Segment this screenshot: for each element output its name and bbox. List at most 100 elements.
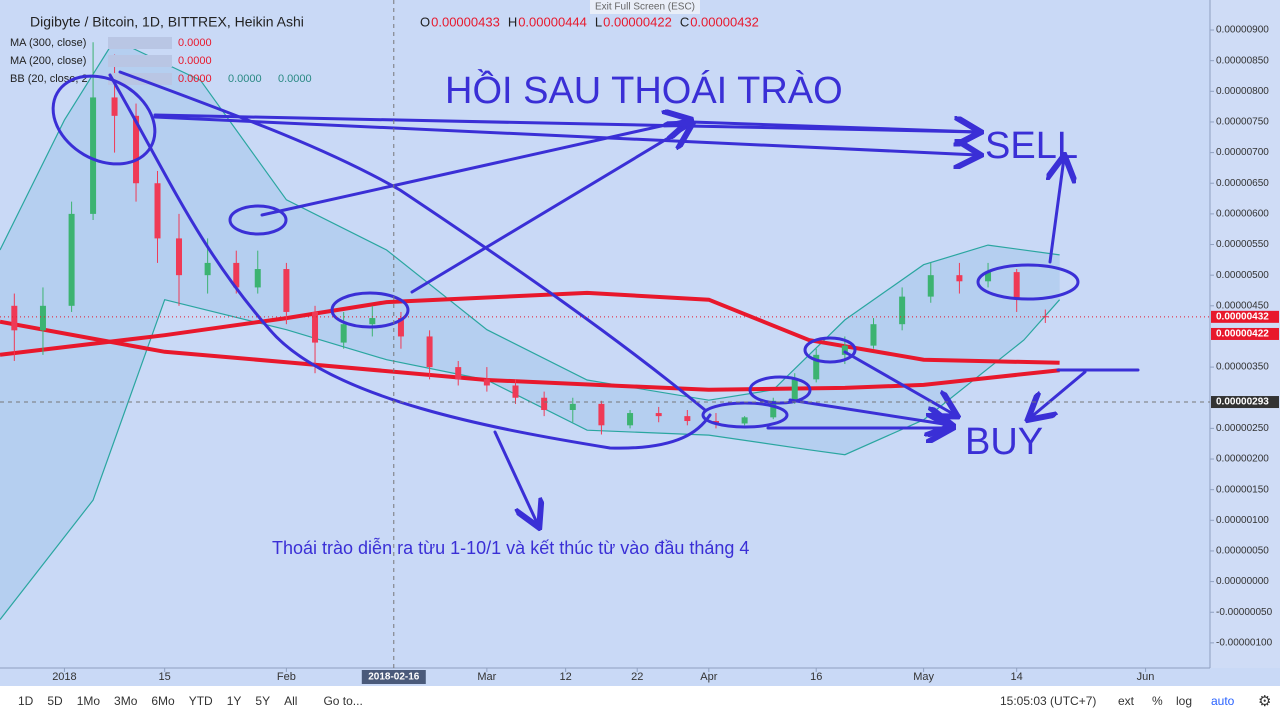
legend-value: 0.0000 (178, 37, 212, 49)
candle-body (627, 413, 634, 426)
candle-body (233, 262, 240, 288)
candle-body (598, 403, 605, 426)
y-tick-label: -0.00000100 (1216, 638, 1273, 649)
circle (803, 336, 857, 364)
loop (118, 70, 707, 412)
x-tick-label: Feb (277, 671, 296, 683)
legend-icons[interactable] (108, 55, 172, 67)
candle-body (39, 305, 46, 331)
candle-body (512, 385, 519, 398)
candle-body (541, 397, 548, 410)
legend-value: 0.0000 (278, 73, 312, 85)
range-button[interactable]: 1Mo (77, 694, 101, 708)
candle-body (133, 115, 140, 184)
exit-fullscreen[interactable] (590, 0, 700, 14)
range-button[interactable]: 5Y (255, 694, 270, 708)
arrow (153, 113, 978, 132)
chart-option[interactable]: auto (1211, 694, 1235, 708)
ohlc-value: 0.00000422 (603, 14, 672, 29)
price-tag (1211, 396, 1279, 409)
candle-body (340, 324, 347, 343)
range-button[interactable]: 3Mo (114, 694, 138, 708)
candle-body (899, 296, 906, 325)
legend-icons[interactable] (108, 37, 172, 49)
loop (108, 73, 712, 450)
range-button[interactable]: All (284, 694, 297, 708)
candle-body (397, 318, 404, 337)
y-tick-label: 0.00000500 (1216, 270, 1269, 281)
arrow (153, 115, 978, 155)
circle (330, 291, 410, 329)
ohlc-label: H (508, 14, 517, 29)
arrow (493, 430, 538, 525)
x-tick-label: 22 (631, 671, 643, 683)
exit-fullscreen-label[interactable]: Exit Full Screen (ESC) (595, 2, 695, 13)
range-button[interactable]: 1Y (227, 694, 242, 708)
x-tick-label: 12 (559, 671, 571, 683)
candle-body (11, 305, 18, 331)
y-tick-label: 0.00000650 (1216, 178, 1269, 189)
candle-body (455, 367, 462, 380)
goto-button[interactable]: Go to... (323, 694, 362, 708)
candle-body (927, 275, 934, 297)
range-button[interactable]: 6Mo (151, 694, 175, 708)
bottom-toolbar (0, 686, 1280, 714)
y-tick-label: 0.00000550 (1216, 239, 1269, 250)
y-tick-label: 0.00000800 (1216, 86, 1269, 97)
buy-label: BUY (965, 421, 1043, 463)
candle-body (684, 416, 691, 422)
candle-body (655, 413, 662, 417)
x-tick-label: 16 (810, 671, 822, 683)
sell-label: SELL (985, 125, 1078, 167)
price-tag-label: 0.00000293 (1216, 397, 1269, 408)
y-tick-label: 0.00000750 (1216, 117, 1269, 128)
candle-body (254, 269, 261, 288)
ohlc-value: 0.00000433 (431, 14, 500, 29)
candle-body (956, 275, 963, 282)
legend-value: 0.0000 (178, 55, 212, 67)
chart-option[interactable]: log (1176, 694, 1192, 708)
settings-icon[interactable]: ⚙ (1258, 693, 1271, 710)
ohlc-value: 0.00000432 (690, 14, 759, 29)
y-tick-label: 0.00000850 (1216, 55, 1269, 66)
candle-body (985, 272, 992, 282)
candle-body (770, 400, 777, 418)
candle-body (312, 311, 319, 343)
price-tag (1211, 327, 1279, 340)
arrow (843, 350, 955, 415)
y-tick-label: 0.00000900 (1216, 25, 1269, 36)
arrow (260, 120, 688, 217)
y-tick-label: 0.00000150 (1216, 484, 1269, 495)
candle-body (483, 379, 490, 386)
candle-body (870, 324, 877, 346)
arrow (788, 398, 950, 425)
ohlc-value: 0.00000444 (518, 14, 587, 29)
range-button[interactable]: 5D (47, 694, 63, 708)
price-tag-label: 0.00000432 (1216, 311, 1269, 322)
y-tick-label: 0.00000000 (1216, 576, 1269, 587)
candle-body (283, 269, 290, 312)
candle-body (68, 213, 75, 306)
ohlc-label: L (595, 14, 602, 29)
legend-name: MA (200, close) (10, 55, 86, 67)
x-tick-label: May (913, 671, 934, 683)
x-tick-label: 15 (159, 671, 171, 683)
y-tick-label: 0.00000250 (1216, 423, 1269, 434)
x-tick-label: Jun (1137, 671, 1155, 683)
moving-average (0, 319, 1060, 392)
candle-body (741, 417, 748, 424)
price-tag-label: 0.00000422 (1216, 329, 1269, 340)
bollinger-band (0, 39, 1060, 620)
circle (748, 375, 812, 405)
chart-option[interactable]: % (1152, 694, 1163, 708)
crosshair-date-box (361, 670, 426, 684)
range-button[interactable]: 1D (18, 694, 34, 708)
range-button[interactable]: YTD (189, 694, 213, 708)
x-tick-label: Mar (477, 671, 496, 683)
moving-average (0, 290, 1060, 365)
candle-body (1042, 316, 1049, 318)
chart-option[interactable]: ext (1118, 694, 1135, 708)
candle-body (791, 379, 798, 401)
ohlc-label: C (680, 14, 689, 29)
